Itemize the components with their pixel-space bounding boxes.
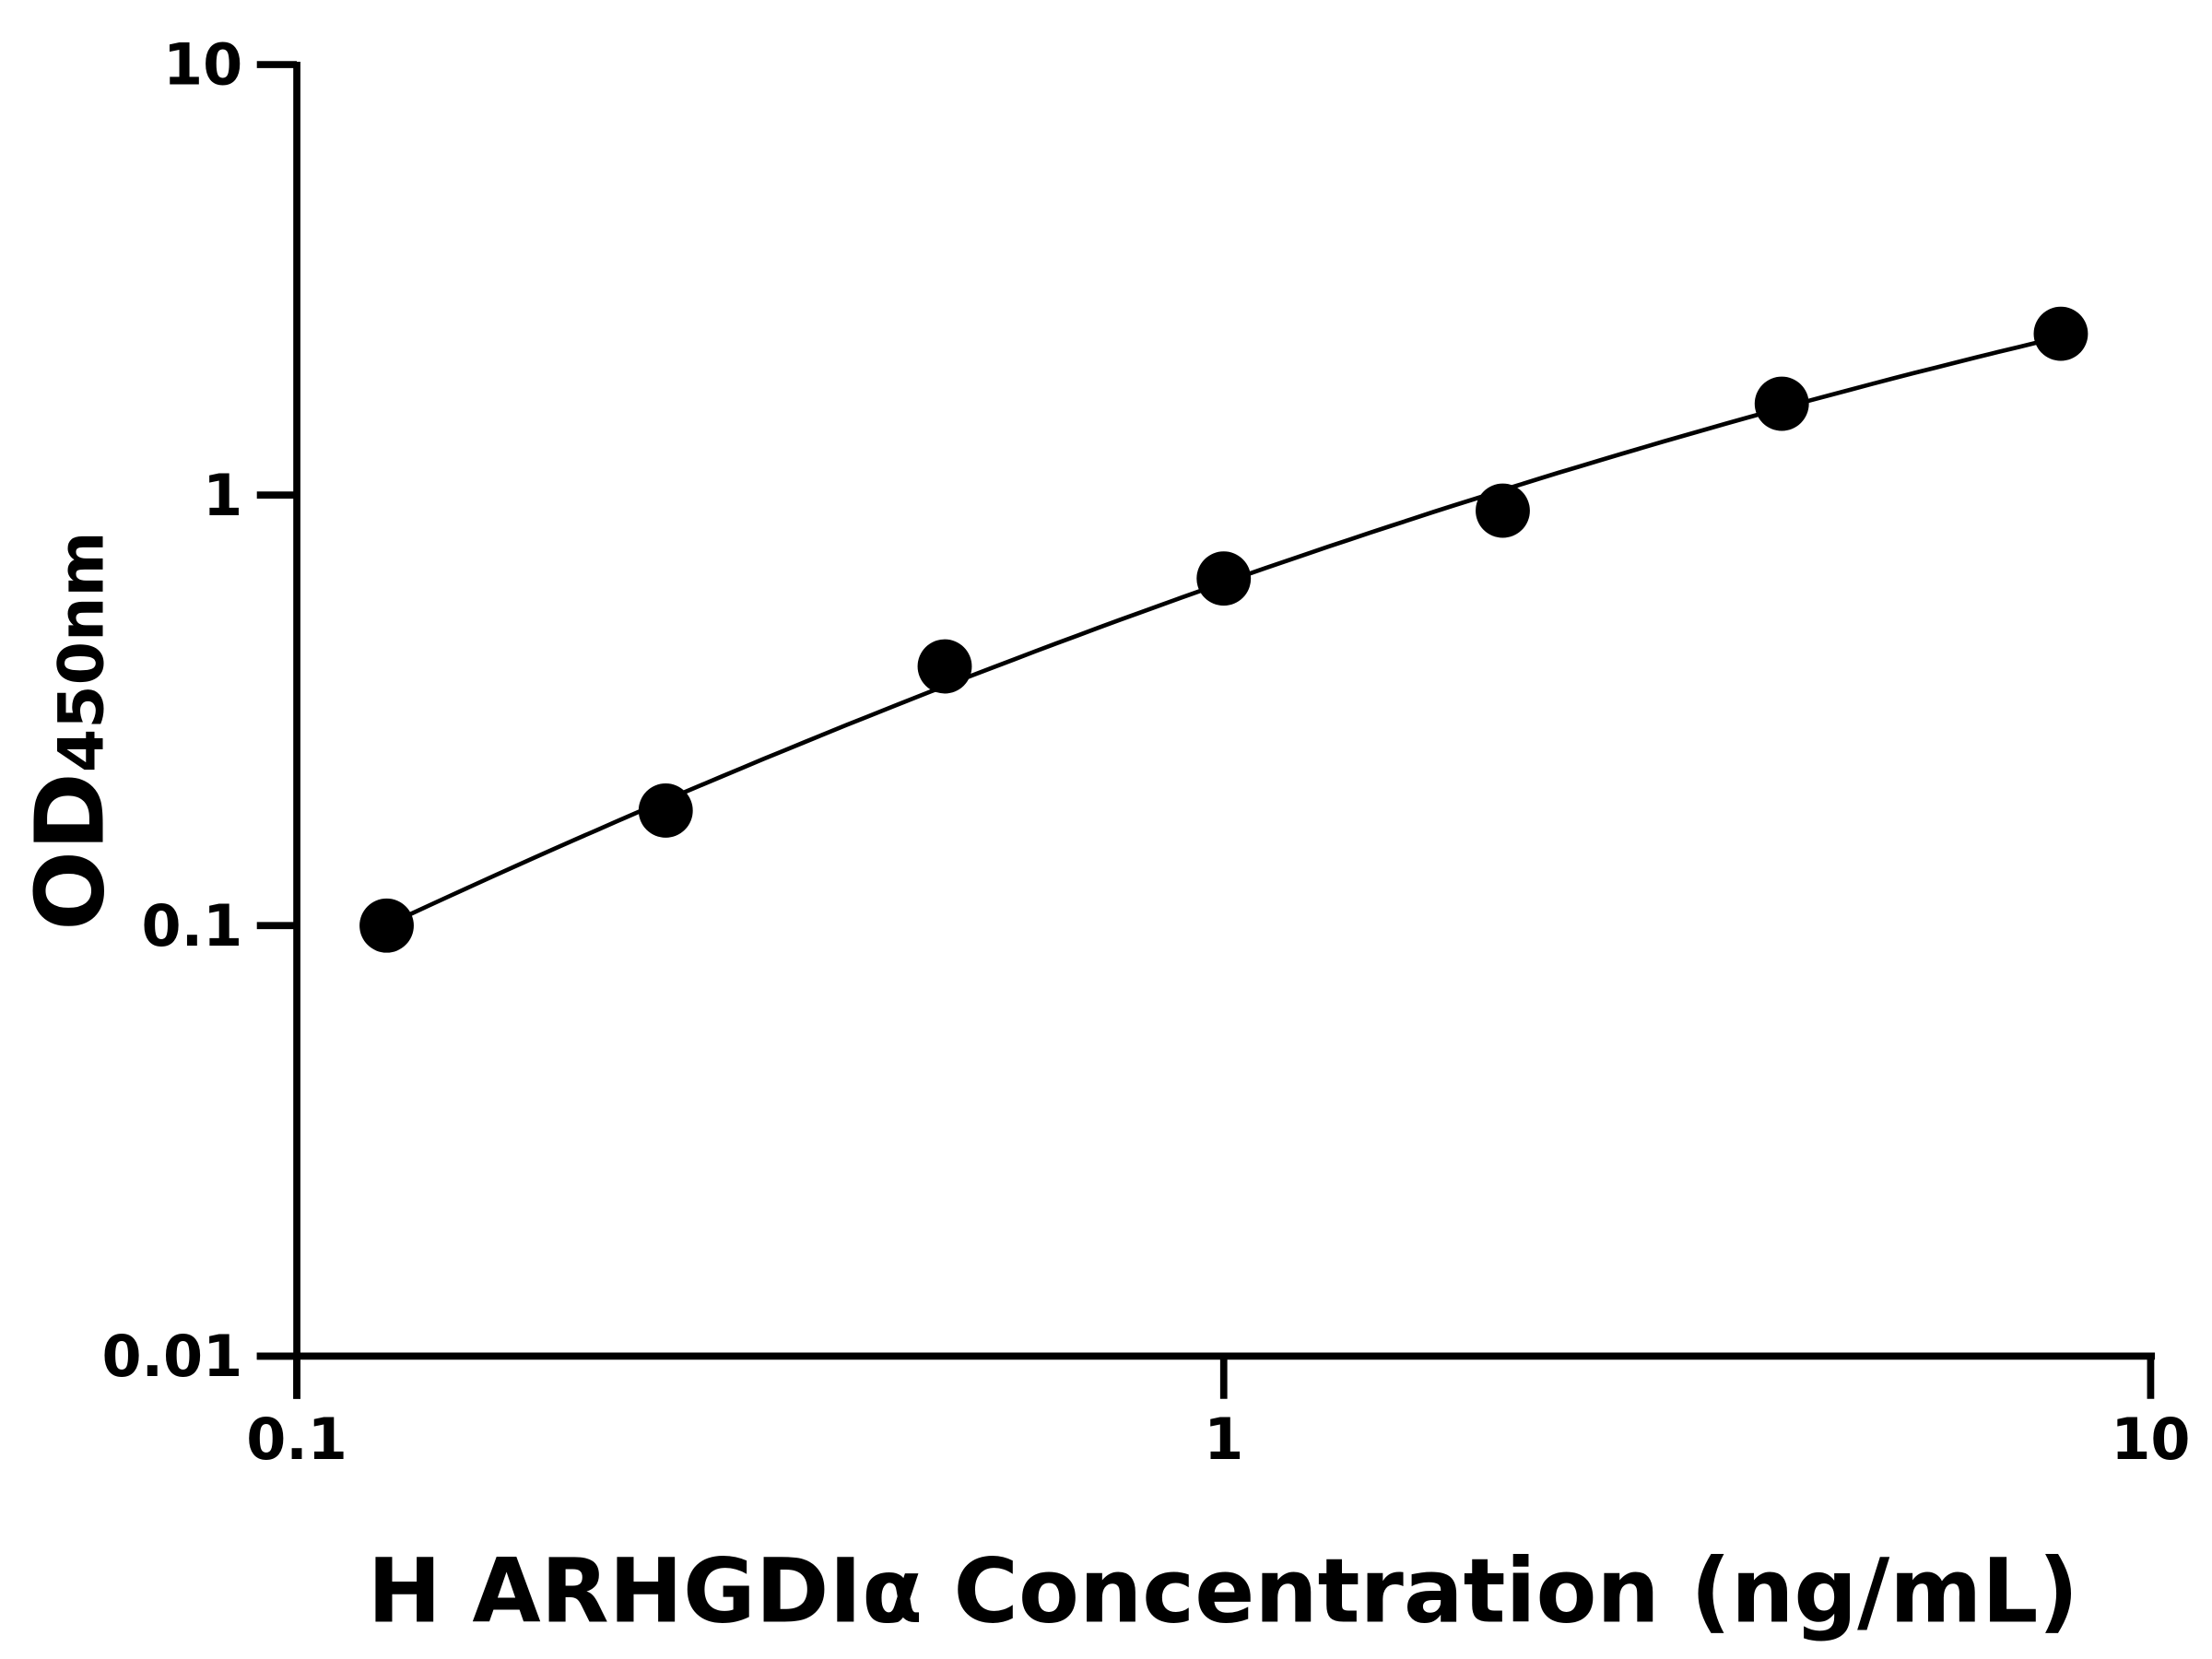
y-tick-label: 0.01	[101, 1324, 242, 1390]
x-axis-label: H ARHGDIα Concentration (ng/mL)	[368, 1539, 2079, 1642]
y-tick-label: 10	[163, 32, 242, 99]
data-point	[1476, 483, 1530, 538]
y-tick-label: 1	[203, 463, 242, 529]
data-point	[917, 639, 972, 694]
svg-text:OD450nm: OD450nm	[16, 531, 125, 930]
y-tick-label: 0.1	[142, 893, 243, 959]
y-axis-label: OD450nm	[16, 531, 125, 930]
data-point	[1196, 551, 1252, 606]
data-point	[638, 783, 693, 838]
data-point	[1754, 376, 1809, 431]
x-tick-label: 10	[2111, 1406, 2190, 1473]
data-point	[359, 898, 414, 953]
data-point	[2033, 306, 2088, 361]
x-tick-label: 0.1	[246, 1406, 347, 1473]
x-tick-label: 1	[1204, 1406, 1243, 1473]
fit-curve	[385, 335, 2062, 927]
